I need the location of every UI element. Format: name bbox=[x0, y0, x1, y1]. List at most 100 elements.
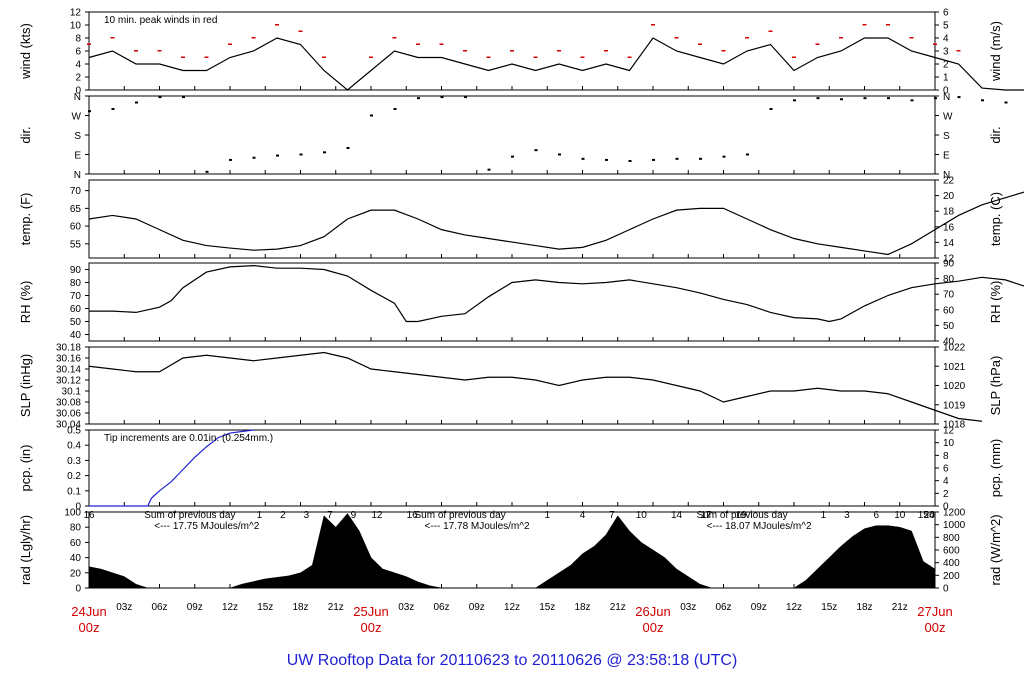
rad-hour-label: 16 bbox=[407, 510, 419, 521]
pcp-tick-label: 0.5 bbox=[67, 426, 81, 437]
temp-tick-label-right: 18 bbox=[943, 207, 955, 218]
peak-wind-mark bbox=[298, 30, 303, 32]
dir-point bbox=[652, 158, 655, 161]
dir-point bbox=[135, 101, 138, 104]
rh-tick-label-right: 90 bbox=[943, 259, 955, 270]
wind-tick-label: 8 bbox=[75, 34, 81, 45]
x-day-label: 27Jun bbox=[917, 604, 952, 619]
wind-tick-label-right: 0 bbox=[943, 86, 949, 97]
peak-wind-mark bbox=[392, 37, 397, 39]
dir-point bbox=[511, 155, 514, 158]
temp-tick-label-right: 22 bbox=[943, 176, 955, 187]
temp-ylabel-right: temp. (C) bbox=[988, 192, 1003, 246]
rad-tick-label-right: 1000 bbox=[943, 520, 966, 531]
rad-hour-label: 15 bbox=[918, 510, 930, 521]
rad-hour-label: 17 bbox=[700, 510, 712, 521]
peak-wind-mark bbox=[157, 50, 162, 52]
slp-tick-label-right: 1019 bbox=[943, 400, 966, 411]
dir-point bbox=[205, 170, 209, 173]
rad-hour-label: 7 bbox=[327, 510, 333, 521]
temp-ylabel: temp. (F) bbox=[18, 193, 33, 246]
pcp-tick-label-right: 8 bbox=[943, 451, 949, 462]
dir-ylabel-right: dir. bbox=[988, 126, 1003, 143]
wind-tick-label: 6 bbox=[75, 47, 81, 58]
wind-tick-label: 2 bbox=[75, 73, 81, 84]
x-day-hour-label: 00z bbox=[361, 620, 382, 635]
wind-tick-label-right: 4 bbox=[943, 34, 949, 45]
x-tick-label: 12z bbox=[222, 602, 238, 613]
dir-tick-label-right: N bbox=[943, 92, 950, 103]
temp-tick-label-right: 20 bbox=[943, 191, 955, 202]
pcp-tick-label: 0 bbox=[75, 502, 81, 513]
rh-ylabel: RH (%) bbox=[18, 281, 33, 324]
x-tick-label: 18z bbox=[574, 602, 590, 613]
peak-wind-mark bbox=[369, 56, 373, 58]
rad-hour-label: 14 bbox=[671, 510, 683, 521]
temp-tick-label: 60 bbox=[70, 222, 82, 233]
rad-tick-label-right: 600 bbox=[943, 546, 960, 557]
rad-hour-label: 7 bbox=[609, 510, 615, 521]
wind-ylabel: wind (kts) bbox=[18, 23, 33, 80]
wind-tick-label: 10 bbox=[70, 21, 82, 32]
x-day-hour-label: 00z bbox=[925, 620, 946, 635]
dir-point bbox=[111, 108, 115, 110]
pcp-tick-label-right: 2 bbox=[943, 489, 949, 500]
rh-tick-label: 90 bbox=[70, 265, 82, 276]
peak-wind-mark bbox=[510, 50, 514, 52]
dir-point bbox=[487, 168, 491, 171]
rad-tick-label: 20 bbox=[70, 568, 82, 579]
peak-wind-mark bbox=[322, 56, 326, 58]
x-tick-label: 09z bbox=[469, 602, 485, 613]
rad-hour-label: 1 bbox=[257, 510, 263, 521]
rad-hour-label: 10 bbox=[894, 510, 906, 521]
peak-wind-mark bbox=[909, 37, 914, 39]
pcp-tick-label-right: 10 bbox=[943, 438, 955, 449]
pcp-tick-label-right: 0 bbox=[943, 502, 949, 513]
dir-point bbox=[863, 97, 867, 100]
rad-tick-label: 0 bbox=[75, 584, 81, 595]
pcp-line bbox=[89, 429, 254, 507]
dir-point bbox=[957, 96, 961, 99]
rad-tick-label-right: 1200 bbox=[943, 508, 966, 519]
rad-hour-label: 9 bbox=[351, 510, 357, 521]
rad-note-title: Sum of previous day bbox=[144, 510, 235, 521]
dir-point bbox=[158, 96, 162, 99]
pcp-ylabel-right: pcp. (mm) bbox=[988, 439, 1003, 498]
peak-wind-mark bbox=[251, 37, 256, 39]
dir-point bbox=[746, 153, 749, 156]
dir-point bbox=[910, 99, 914, 102]
slp-tick-label: 30.16 bbox=[56, 354, 81, 365]
slp-tick-label: 30.12 bbox=[56, 376, 81, 387]
rh-tick-label-right: 60 bbox=[943, 305, 955, 316]
peak-wind-mark bbox=[721, 50, 726, 52]
peak-wind-mark bbox=[815, 43, 820, 45]
x-tick-label: 06z bbox=[151, 602, 167, 613]
pcp-tick-label: 0.3 bbox=[67, 456, 81, 467]
temp-tick-label-right: 16 bbox=[943, 222, 955, 233]
wind-tick-label-right: 3 bbox=[943, 47, 949, 58]
rh-tick-label-right: 40 bbox=[943, 337, 955, 348]
x-day-hour-label: 00z bbox=[79, 620, 100, 635]
dir-point bbox=[605, 158, 608, 161]
rh-tick-label-right: 80 bbox=[943, 274, 955, 285]
dir-tick-label-right: N bbox=[943, 170, 950, 181]
dir-point bbox=[840, 98, 843, 101]
rad-note-title: Sum of previous day bbox=[415, 510, 506, 521]
x-day-label: 26Jun bbox=[635, 604, 670, 619]
dir-point bbox=[252, 156, 256, 159]
slp-tick-label: 30.04 bbox=[56, 420, 81, 431]
dir-point bbox=[699, 157, 702, 160]
dir-point bbox=[628, 160, 632, 162]
dir-tick-label: W bbox=[72, 112, 82, 123]
x-tick-label: 21z bbox=[328, 602, 344, 613]
x-tick-label: 06z bbox=[433, 602, 449, 613]
peak-wind-mark bbox=[862, 24, 867, 26]
rad-tick-label-right: 800 bbox=[943, 533, 960, 544]
temp-tick-label-right: 12 bbox=[943, 254, 955, 265]
x-tick-label: 21z bbox=[610, 602, 626, 613]
rad-tick-label-right: 0 bbox=[943, 584, 949, 595]
dir-tick-label-right: W bbox=[943, 112, 953, 123]
peak-wind-mark bbox=[87, 43, 91, 45]
